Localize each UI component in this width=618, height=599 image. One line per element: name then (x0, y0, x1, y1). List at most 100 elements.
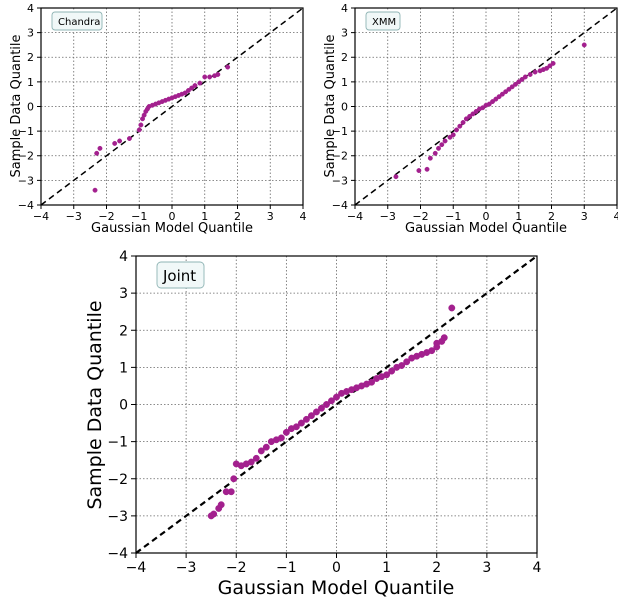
data-point (427, 155, 433, 161)
data-point (428, 347, 436, 355)
data-point (126, 136, 132, 141)
data-points (393, 42, 587, 180)
x-tick-label: 1 (382, 560, 391, 576)
data-point (247, 458, 255, 466)
x-tick-label: −2 (98, 210, 114, 223)
data-point (328, 397, 335, 405)
data-point (192, 83, 198, 89)
data-point (252, 454, 260, 462)
data-point (416, 168, 422, 173)
x-tick-label: 4 (533, 560, 542, 576)
legend-label: Chandra (58, 17, 100, 28)
x-tick-label: 3 (267, 210, 274, 223)
x-tick-label: −2 (412, 210, 428, 223)
y-tick-label: 2 (27, 51, 34, 64)
data-point (333, 393, 340, 401)
x-axis-label: Gaussian Model Quantile (218, 577, 455, 599)
data-point (480, 105, 486, 111)
data-point (215, 72, 221, 77)
legend: Joint (156, 261, 205, 289)
x-tick-label: −3 (66, 210, 82, 223)
y-tick-label: −3 (107, 509, 128, 525)
data-point (277, 434, 285, 442)
data-point (467, 113, 473, 119)
y-tick-label: 4 (27, 2, 34, 15)
data-point (313, 408, 320, 416)
y-tick-label: 0 (119, 398, 128, 414)
axis-ticks: −4 −3 −2 −1 0 1 2 3 4 −4 −3 −2 −1 0 1 2 3 4 (18, 2, 307, 223)
data-point (463, 116, 469, 122)
y-tick-label: −1 (332, 125, 348, 138)
data-point (448, 304, 456, 312)
data-point (307, 412, 315, 420)
y-tick-label: −3 (18, 174, 34, 187)
y-tick-label: 1 (27, 76, 34, 89)
legend-box (51, 11, 103, 31)
reference-line (135, 255, 538, 554)
y-tick-label: −2 (107, 472, 128, 488)
data-points (92, 64, 231, 193)
data-point (432, 150, 438, 156)
data-point (496, 94, 502, 100)
data-point (544, 65, 550, 71)
y-tick-label: 3 (119, 286, 128, 302)
data-point (439, 142, 445, 148)
y-tick-label: −2 (18, 150, 34, 163)
x-tick-label: 0 (332, 560, 341, 576)
chandra-panel: −4 −3 −2 −1 0 1 2 3 4 −4 −3 −2 −1 0 1 2 3 4 Chandra Gauss… (9, 2, 307, 236)
y-axis-label: Sample Data Quantile (84, 300, 106, 509)
data-point (97, 145, 103, 151)
data-point (550, 60, 556, 66)
data-point (473, 108, 479, 114)
data-point (217, 501, 225, 509)
data-point (403, 358, 411, 366)
data-point (493, 96, 499, 102)
data-point (302, 415, 310, 423)
y-tick-label: 0 (341, 100, 348, 113)
legend: XMM (365, 11, 401, 31)
data-point (513, 81, 518, 87)
data-point (457, 123, 463, 129)
y-tick-label: 0 (27, 100, 34, 113)
data-point (117, 138, 123, 144)
data-point (185, 88, 191, 93)
data-point (225, 64, 231, 70)
x-tick-label: 4 (300, 210, 307, 223)
data-point (210, 510, 218, 518)
x-tick-label: −1 (276, 560, 297, 576)
data-point (519, 76, 525, 82)
data-point (522, 74, 528, 80)
y-tick-label: −3 (332, 174, 348, 187)
y-tick-label: 4 (341, 2, 348, 15)
x-tick-label: 2 (234, 210, 241, 223)
legend: Chandra (51, 11, 103, 31)
data-point (388, 367, 396, 375)
data-point (257, 447, 265, 455)
joint-panel: −4 −3 −2 −1 0 1 2 3 4 −4 −3 −2 −1 0 1 2 3 4 Joint Gaussia… (84, 249, 542, 599)
data-point (282, 428, 290, 436)
axis-ticks: −4 −3 −2 −1 0 1 2 3 4 −4 −3 −2 −1 0 1 2 3 4 (332, 2, 618, 223)
data-point (292, 423, 300, 431)
y-tick-label: −2 (332, 150, 348, 163)
x-tick-label: 2 (432, 560, 441, 576)
data-point (94, 150, 100, 156)
data-point (202, 74, 208, 80)
data-point (207, 74, 213, 80)
legend-label: XMM (372, 17, 396, 28)
data-point (499, 91, 505, 97)
data-point (92, 187, 98, 193)
data-point (450, 132, 456, 138)
x-axis-label: Gaussian Model Quantile (405, 221, 567, 236)
y-tick-label: 2 (341, 51, 348, 64)
x-tick-label: 3 (482, 560, 491, 576)
data-point (454, 127, 459, 133)
data-point (230, 475, 238, 483)
x-tick-label: −1 (445, 210, 461, 223)
y-tick-label: 3 (341, 27, 348, 40)
y-tick-label: 4 (119, 249, 128, 265)
data-point (182, 90, 188, 96)
data-point (262, 443, 270, 451)
x-tick-label: 2 (548, 210, 555, 223)
data-point (393, 174, 399, 180)
xmm-panel: −4 −3 −2 −1 0 1 2 3 4 −4 −3 −2 −1 0 1 2 3 4 XMM Gaussian … (323, 2, 618, 236)
